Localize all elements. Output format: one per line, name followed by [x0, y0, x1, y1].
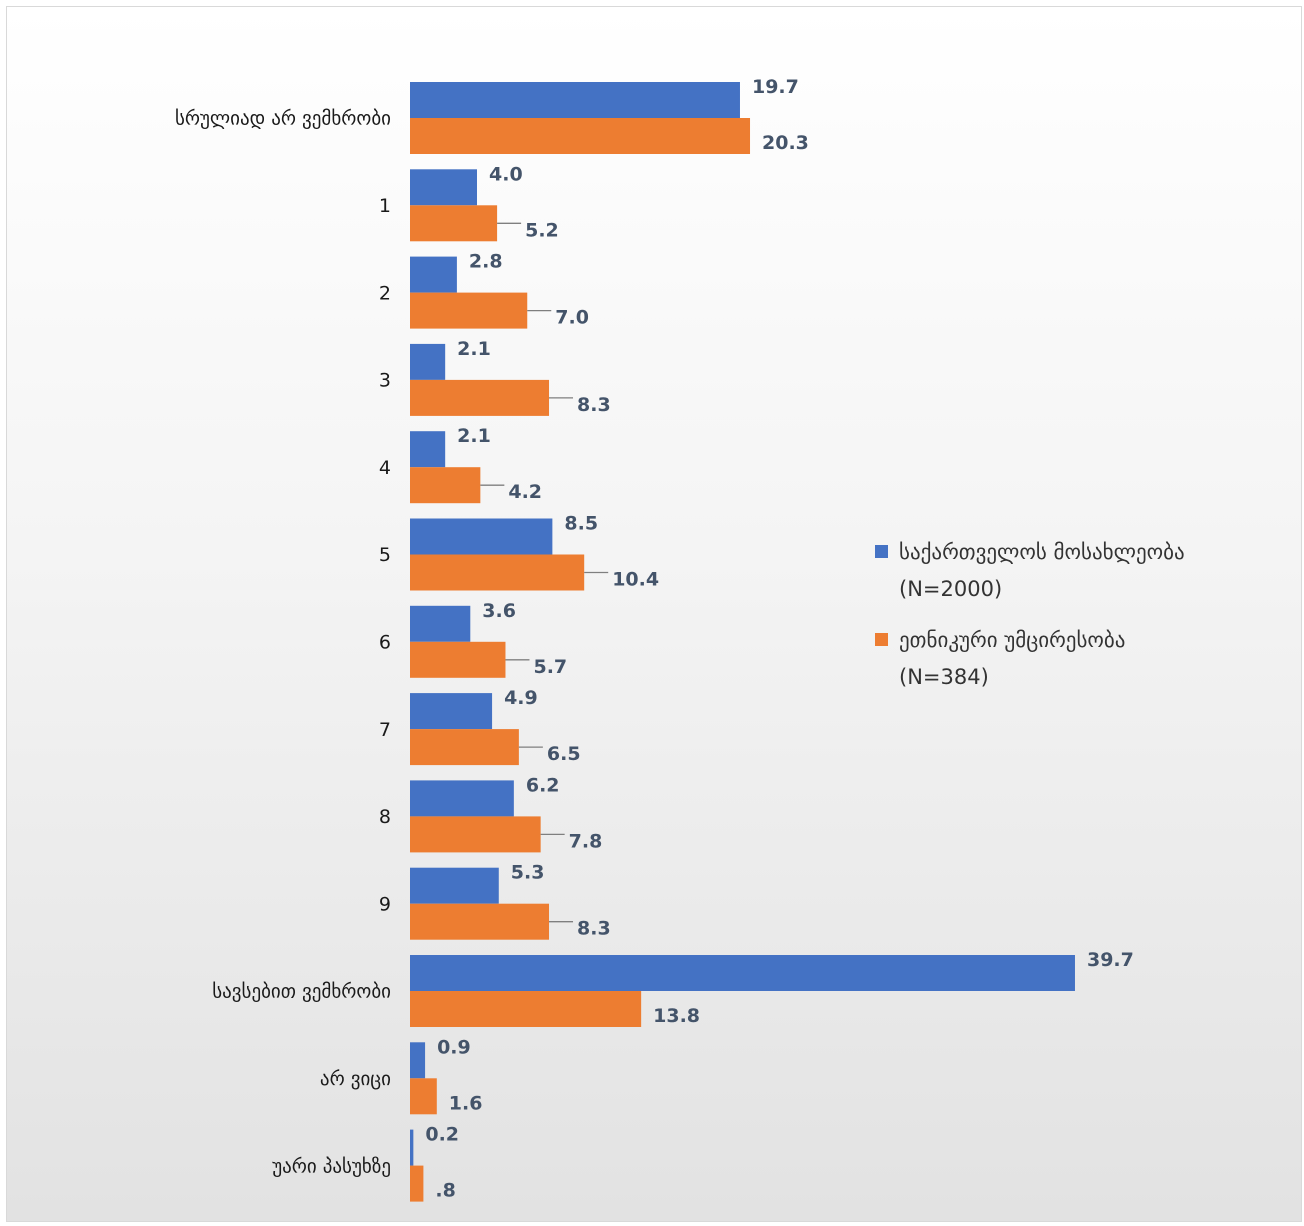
category-label: 2 [379, 282, 391, 304]
category-label: 4 [379, 457, 391, 479]
legend-entry: ეთნიკური უმცირესობა [899, 628, 1125, 652]
bars-layer [410, 82, 1075, 1202]
bar-ethnic-minority [410, 729, 519, 766]
data-label-population: 2.8 [469, 251, 503, 273]
category-label: 8 [379, 806, 391, 828]
chart-frame: სრულიად არ ვემხრობი 19.7 20.3 1 4.0 5.2 2 2.8 7.… [6, 6, 1302, 1222]
bar-population [410, 605, 471, 642]
category-label: 5 [379, 544, 391, 566]
category-label: უარი პასუხზე [272, 1155, 391, 1177]
category-label: 7 [379, 719, 391, 741]
category-label: არ ვიცი [320, 1068, 391, 1090]
bar-ethnic-minority [410, 903, 550, 940]
data-label-population: 19.7 [752, 76, 799, 98]
bar-population [410, 256, 457, 293]
data-label-ethnic-minority: 6.5 [547, 743, 581, 765]
data-label-ethnic-minority: 13.8 [653, 1005, 700, 1027]
data-label-population: 3.6 [482, 600, 516, 622]
data-label-ethnic-minority: 5.2 [525, 219, 559, 241]
bar-population [410, 343, 446, 380]
bar-population [410, 431, 446, 468]
leader-lines-layer [480, 222, 609, 923]
data-label-ethnic-minority: .8 [435, 1180, 455, 1202]
bar-population [410, 867, 499, 904]
data-label-population: 8.5 [564, 513, 598, 535]
legend-entry-sample: (N=384) [899, 665, 989, 689]
legend-entry-sample: (N=2000) [899, 577, 1002, 601]
data-label-population: 0.2 [425, 1124, 459, 1146]
data-label-population: 2.1 [457, 338, 491, 360]
bar-population [410, 1042, 426, 1079]
category-label: 9 [379, 893, 391, 915]
category-label: 6 [379, 631, 391, 653]
bar-population [410, 693, 493, 730]
data-label-ethnic-minority: 20.3 [762, 132, 809, 154]
bar-ethnic-minority [410, 467, 481, 504]
bar-ethnic-minority [410, 1078, 437, 1115]
data-label-ethnic-minority: 1.6 [449, 1092, 483, 1114]
bar-population [410, 169, 477, 206]
bar-ethnic-minority [410, 379, 550, 416]
data-label-population: 0.9 [437, 1036, 471, 1058]
bar-ethnic-minority [410, 118, 751, 154]
legend-swatch [875, 545, 888, 558]
category-label: სრულიად არ ვემხრობი [175, 108, 391, 130]
data-label-population: 2.1 [457, 425, 491, 447]
data-label-ethnic-minority: 7.8 [569, 830, 603, 852]
data-label-population: 4.0 [489, 163, 523, 185]
bar-population [410, 1129, 414, 1166]
data-label-population: 39.7 [1087, 949, 1134, 971]
legend-entry: საქართველოს მოსახლეობა [899, 540, 1185, 564]
bar-population [410, 780, 514, 817]
bar-population [410, 82, 740, 118]
labels-layer: სრულიად არ ვემხრობი 19.7 20.3 1 4.0 5.2 2 2.8 7.… [175, 76, 1134, 1202]
category-label: 3 [379, 370, 391, 392]
legend-swatch [875, 633, 888, 646]
legend: საქართველოს მოსახლეობა (N=2000) ეთნიკური უ… [875, 540, 1185, 689]
bar-ethnic-minority [410, 816, 541, 853]
bar-ethnic-minority [410, 641, 506, 678]
data-label-ethnic-minority: 8.3 [577, 918, 611, 940]
bar-population [410, 518, 553, 555]
bar-ethnic-minority [410, 554, 585, 591]
data-label-ethnic-minority: 8.3 [577, 394, 611, 416]
category-label: სავსებით ვემხრობი [212, 981, 391, 1003]
data-label-ethnic-minority: 4.2 [508, 481, 542, 503]
bar-chart: სრულიად არ ვემხრობი 19.7 20.3 1 4.0 5.2 2 2.8 7.… [175, 76, 1185, 1202]
bar-population [410, 955, 1075, 991]
data-label-population: 4.9 [504, 687, 538, 709]
data-label-ethnic-minority: 10.4 [612, 569, 659, 591]
data-label-ethnic-minority: 7.0 [555, 307, 589, 329]
category-label: 1 [379, 195, 391, 217]
data-label-population: 6.2 [526, 774, 560, 796]
bar-ethnic-minority [410, 292, 528, 329]
bar-ethnic-minority [410, 991, 642, 1027]
bar-ethnic-minority [410, 1165, 424, 1202]
data-label-ethnic-minority: 5.7 [533, 656, 567, 678]
data-label-population: 5.3 [511, 862, 545, 884]
bar-ethnic-minority [410, 205, 498, 242]
